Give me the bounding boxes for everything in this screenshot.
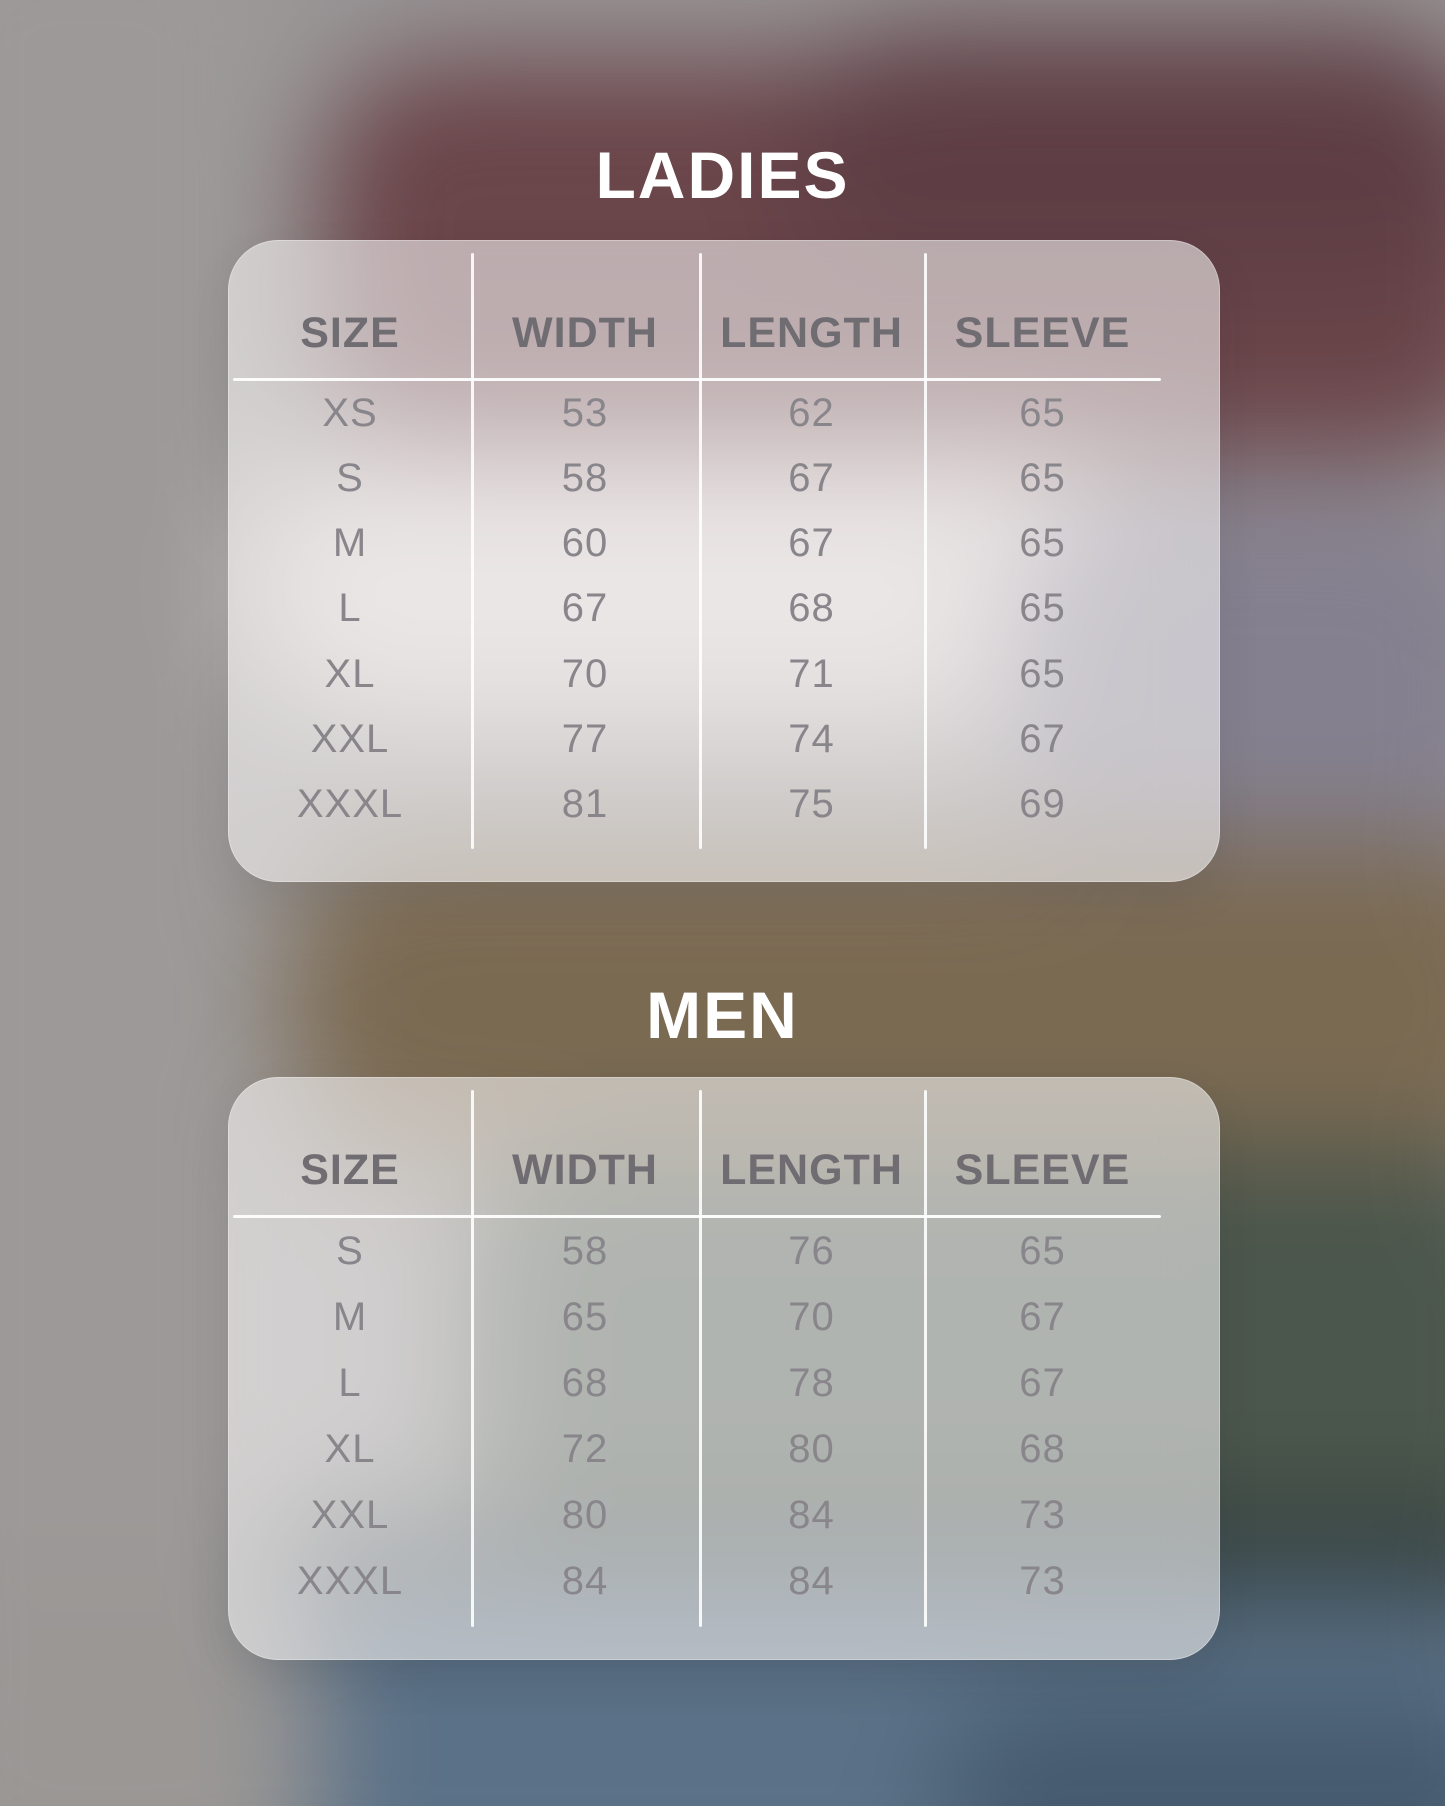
table-row: XXL 80 84 73 [229,1483,1161,1549]
bg-steel-blue-dark [940,1700,1445,1806]
table-cell: 68 [1019,1427,1066,1472]
table-cell: 62 [788,391,835,436]
table-row: M 65 70 67 [229,1284,1161,1350]
table-cell: 65 [1019,586,1066,631]
men-table-body: S 58 76 65 M 65 70 67 L 68 78 67 XL 72 80 68 XXL 80 84 73 XX… [229,1218,1161,1659]
column-header-width: WIDTH [512,1146,658,1194]
table-cell: S [336,456,364,501]
table-cell: 65 [1019,456,1066,501]
table-cell: XL [324,651,376,696]
table-cell: 65 [1019,391,1066,436]
men-title: MEN [646,978,799,1052]
table-cell: 67 [1019,716,1066,761]
table-cell: XL [324,1427,376,1472]
header-underline [233,1215,1161,1218]
ladies-table: SIZE WIDTH LENGTH SLEEVE XS 53 62 65 S 58 67 65… [229,241,1161,881]
table-cell: 68 [788,586,835,631]
ladies-title: LADIES [595,138,850,212]
column-header-length: LENGTH [720,1146,903,1194]
table-cell: 65 [1019,1228,1066,1273]
table-cell: XXL [310,1493,390,1538]
table-cell: XXL [310,716,390,761]
table-cell: 80 [788,1427,835,1472]
ladies-table-body: XS 53 62 65 S 58 67 65 M 60 67 65 L 67 68 65 XL 70 71 65 XXL… [229,381,1161,881]
column-divider [699,253,702,849]
table-cell: 81 [561,781,609,826]
table-cell: 58 [561,456,609,501]
table-cell: 77 [561,716,609,761]
table-cell: 67 [788,456,835,501]
column-divider [471,1090,474,1627]
table-cell: 65 [561,1294,609,1339]
table-cell: M [332,521,368,566]
column-header-length: LENGTH [720,309,903,357]
men-table-header-row: SIZE WIDTH LENGTH SLEEVE [229,1078,1161,1215]
table-row: M 60 67 65 [229,511,1161,576]
table-cell: L [338,1360,362,1405]
table-cell: 58 [561,1228,609,1273]
table-cell: 67 [788,521,835,566]
table-cell: XXXL [296,1559,404,1604]
table-cell: 67 [1019,1360,1066,1405]
table-cell: 80 [561,1493,609,1538]
table-cell: 73 [1019,1559,1066,1604]
column-divider [699,1090,702,1627]
men-size-table-card: SIZE WIDTH LENGTH SLEEVE S 58 76 65 M 65 70 67 L… [228,1077,1220,1660]
table-row: S 58 76 65 [229,1218,1161,1284]
column-divider [924,253,927,849]
table-cell: 73 [1019,1493,1066,1538]
ladies-table-header-row: SIZE WIDTH LENGTH SLEEVE [229,241,1161,378]
table-cell: 70 [561,651,609,696]
table-cell: S [336,1228,364,1273]
header-underline [233,378,1161,381]
table-cell: 65 [1019,651,1066,696]
table-cell: 84 [788,1559,835,1604]
table-cell: 68 [561,1360,609,1405]
table-row: L 67 68 65 [229,576,1161,641]
column-header-sleeve: SLEEVE [954,309,1131,357]
table-row: XL 72 80 68 [229,1417,1161,1483]
table-cell: M [332,1294,368,1339]
table-cell: 60 [561,521,609,566]
column-divider [924,1090,927,1627]
ladies-size-table-card: SIZE WIDTH LENGTH SLEEVE XS 53 62 65 S 58 67 65… [228,240,1220,882]
table-cell: 84 [561,1559,609,1604]
table-row: L 68 78 67 [229,1350,1161,1416]
table-cell: 53 [561,391,609,436]
table-cell: XXXL [296,781,404,826]
table-cell: 75 [788,781,835,826]
column-header-size: SIZE [300,1146,400,1194]
table-cell: 72 [561,1427,609,1472]
column-divider [471,253,474,849]
table-row: XS 53 62 65 [229,381,1161,446]
table-row: XL 70 71 65 [229,642,1161,707]
table-cell: 76 [788,1228,835,1273]
table-cell: 69 [1019,781,1066,826]
column-header-size: SIZE [300,309,400,357]
table-cell: 67 [561,586,609,631]
table-cell: L [338,586,362,631]
table-cell: 74 [788,716,835,761]
column-header-sleeve: SLEEVE [954,1146,1131,1194]
table-cell: 84 [788,1493,835,1538]
table-cell: XS [322,391,378,436]
table-row: XXL 77 74 67 [229,707,1161,772]
table-cell: 67 [1019,1294,1066,1339]
table-row: XXXL 81 75 69 [229,772,1161,837]
men-table: SIZE WIDTH LENGTH SLEEVE S 58 76 65 M 65 70 67 L… [229,1078,1161,1659]
column-header-width: WIDTH [512,309,658,357]
table-cell: 78 [788,1360,835,1405]
table-cell: 70 [788,1294,835,1339]
table-cell: 71 [788,651,835,696]
table-cell: 65 [1019,521,1066,566]
table-row: S 58 67 65 [229,446,1161,511]
table-row: XXXL 84 84 73 [229,1549,1161,1615]
